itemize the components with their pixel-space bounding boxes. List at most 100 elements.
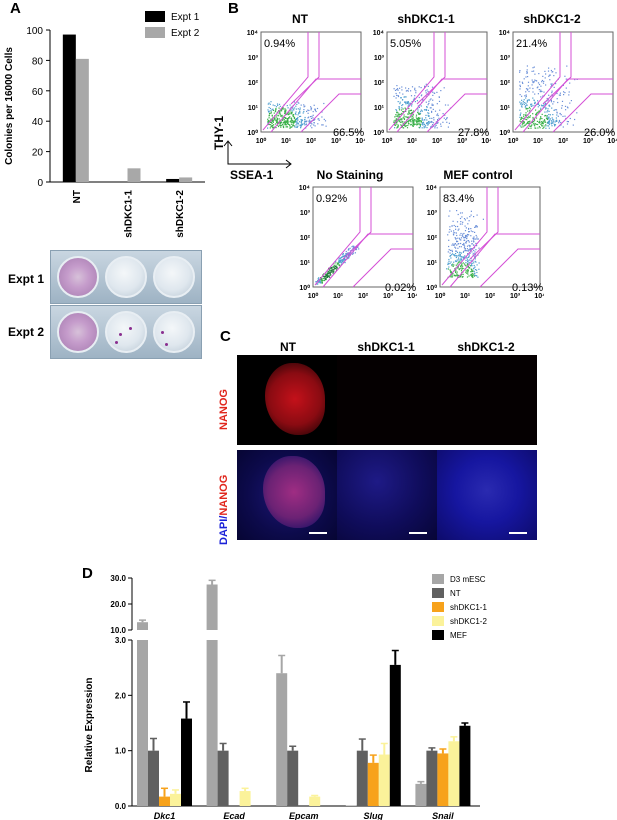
event-dot <box>283 108 285 110</box>
event-dot <box>539 118 541 120</box>
event-dot <box>440 125 442 127</box>
event-dot <box>404 107 406 109</box>
x-tick-label: 10⁰ <box>382 137 393 145</box>
event-dot <box>459 268 461 270</box>
event-dot <box>353 246 355 248</box>
event-dot <box>407 90 409 92</box>
event-dot <box>330 267 332 269</box>
event-dot <box>399 101 401 103</box>
event-dot <box>542 125 544 127</box>
event-dot <box>409 102 411 104</box>
pct-lr-no-staining: 0.02% <box>385 282 417 294</box>
event-dot <box>470 248 472 250</box>
event-dot <box>537 82 540 84</box>
event-dot <box>564 105 567 107</box>
event-dot <box>432 104 434 106</box>
event-dot <box>408 104 410 106</box>
event-dot <box>452 273 454 275</box>
event-dot <box>271 109 273 111</box>
event-dot <box>325 278 327 281</box>
event-dot <box>417 119 419 121</box>
event-dot <box>525 94 527 96</box>
event-dot <box>449 226 451 228</box>
event-dot <box>421 110 423 112</box>
event-dot <box>537 106 539 108</box>
event-dot <box>428 122 430 124</box>
event-dot <box>453 244 455 246</box>
event-dot <box>417 105 419 107</box>
x-tick-label: shDKC1-2 <box>175 190 186 238</box>
event-dot <box>473 267 475 269</box>
event-dot <box>561 100 564 102</box>
event-dot <box>477 238 479 240</box>
event-dot <box>447 126 449 128</box>
event-dot <box>422 121 425 123</box>
event-dot <box>468 256 470 258</box>
event-dot <box>467 262 469 264</box>
y-tick-label: 0.0 <box>115 802 127 811</box>
event-dot <box>411 100 413 103</box>
event-dot <box>522 102 524 104</box>
event-dot <box>474 226 476 228</box>
event-dot <box>538 83 541 86</box>
event-dot <box>449 269 451 271</box>
event-dot <box>271 126 273 128</box>
event-dot <box>527 110 529 112</box>
event-dot <box>461 276 463 278</box>
event-dot <box>553 101 555 103</box>
event-dot <box>302 123 304 125</box>
event-dot <box>418 120 420 122</box>
event-dot <box>289 125 291 127</box>
event-dot <box>412 120 414 122</box>
event-dot <box>420 121 422 123</box>
flow-title-nt: NT <box>292 12 308 26</box>
event-dot <box>454 255 456 257</box>
event-dot <box>414 101 416 103</box>
event-dot <box>462 257 464 259</box>
event-dot <box>464 245 466 247</box>
event-dot <box>557 101 559 104</box>
event-dot <box>394 127 396 129</box>
event-dot <box>447 263 449 266</box>
event-dot <box>280 115 283 117</box>
event-dot <box>451 276 453 278</box>
event-dot <box>470 230 472 232</box>
event-dot <box>468 231 470 233</box>
event-dot <box>281 108 283 110</box>
event-dot <box>290 123 293 125</box>
event-dot <box>561 105 563 107</box>
event-dot <box>528 116 530 118</box>
event-dot <box>525 88 528 90</box>
event-dot <box>521 116 523 118</box>
event-dot <box>468 234 470 236</box>
event-dot <box>282 126 285 129</box>
event-dot <box>425 114 427 116</box>
event-dot <box>534 101 536 103</box>
event-dot <box>324 279 326 282</box>
event-dot <box>412 122 414 124</box>
event-dot <box>519 116 521 118</box>
event-dot <box>422 124 424 126</box>
event-dot <box>343 258 345 260</box>
event-dot <box>473 237 475 239</box>
event-dot <box>298 102 300 104</box>
event-dot <box>471 273 473 275</box>
event-dot <box>560 114 562 116</box>
y-tick-label: 10³ <box>300 210 311 217</box>
event-dot <box>529 115 531 117</box>
event-dot <box>526 72 528 74</box>
event-dot <box>455 225 457 228</box>
event-dot <box>289 124 291 126</box>
event-dot <box>465 265 467 267</box>
event-dot <box>527 117 529 119</box>
event-dot <box>542 82 545 84</box>
event-dot <box>427 115 430 117</box>
event-dot <box>282 122 284 124</box>
event-dot <box>339 257 341 259</box>
event-dot <box>401 126 403 128</box>
event-dot <box>548 125 550 127</box>
event-dot <box>285 111 287 113</box>
event-dot <box>556 120 558 122</box>
event-dot <box>456 240 458 242</box>
